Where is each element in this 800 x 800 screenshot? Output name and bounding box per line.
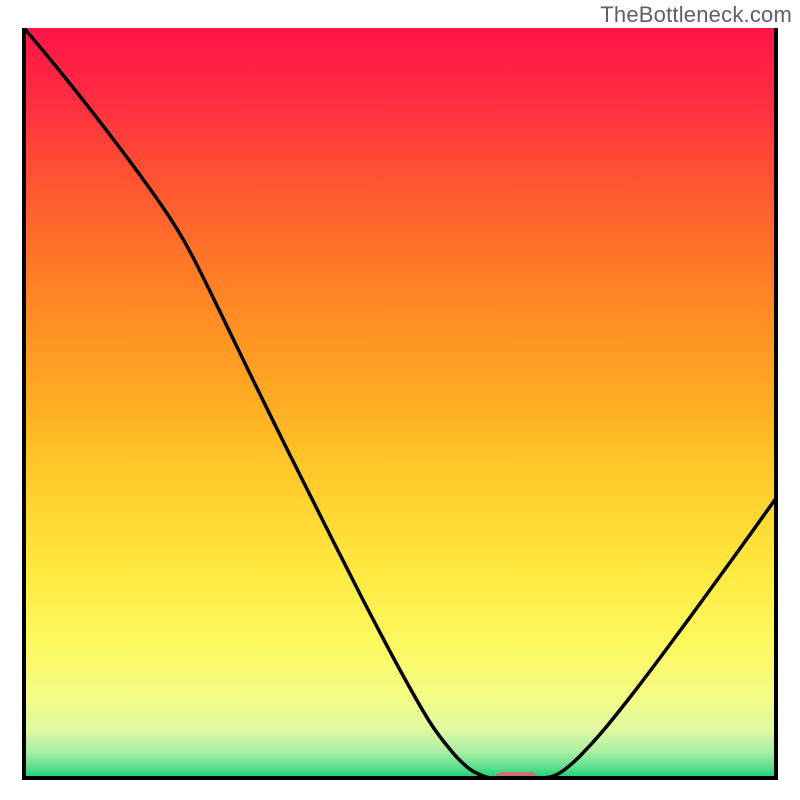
gradient-background [24, 28, 776, 778]
bottleneck-chart [0, 0, 800, 800]
watermark-text: TheBottleneck.com [600, 2, 792, 28]
chart-stage: TheBottleneck.com [0, 0, 800, 800]
